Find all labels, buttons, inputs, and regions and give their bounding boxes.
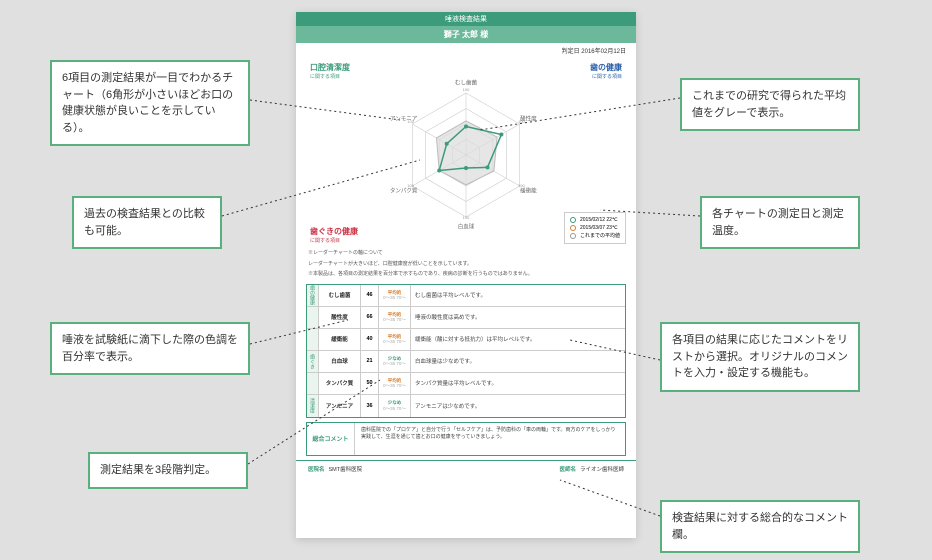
svg-text:100: 100: [463, 87, 470, 92]
overall-text: 歯科医院での「プロケア」と自分で行う「セルフケア」は、予防歯科の「車の両輪」です…: [355, 423, 625, 455]
result-category: [307, 373, 319, 394]
overall-comment-box: 総合コメント 歯科医院での「プロケア」と自分で行う「セルフケア」は、予防歯科の「…: [306, 422, 626, 456]
result-row: 清潔度アンモニア36少なめ0～35 70～アンモニアは少なめです。: [307, 395, 625, 417]
result-level: 平均的0～35 70～: [379, 373, 411, 394]
result-value: 40: [361, 329, 379, 350]
section-sub: に関する項目: [310, 237, 358, 244]
radar-chart-area: 口腔清潔度 に関する項目 歯の健康 に関する項目 歯ぐきの健康 に関する項目 む…: [296, 58, 636, 248]
results-table: 歯の健康むし歯菌46平均的0～35 70～むし歯菌は平均レベルです。酸性度66平…: [306, 284, 626, 418]
legend-row: これまでの平均値: [570, 232, 620, 240]
callout-percent: 唾液を試験紙に滴下した際の色調を百分率で表示。: [50, 322, 250, 375]
svg-text:100: 100: [407, 119, 414, 124]
callout-date-temp: 各チャートの測定日と測定温度。: [700, 196, 860, 249]
section-sub: に関する項目: [310, 73, 350, 80]
result-category: [307, 329, 319, 350]
chart-legend: 2015/02/12 22℃2015/03/07 23℃これまでの平均値: [564, 212, 626, 244]
result-level: 少なめ0～35 70～: [379, 351, 411, 372]
result-row: 歯の健康むし歯菌46平均的0～35 70～むし歯菌は平均レベルです。: [307, 285, 625, 307]
result-comment: むし歯菌は平均レベルです。: [411, 285, 625, 306]
result-name: アンモニア: [319, 395, 361, 417]
section-cleanliness: 口腔清潔度 に関する項目: [310, 62, 350, 80]
result-level: 平均的0～35 70～: [379, 329, 411, 350]
callout-avg-gray: これまでの研究で得られた平均値をグレーで表示。: [680, 78, 860, 131]
result-row: 酸性度66平均的0～35 70～唾液の酸性度は高めです。: [307, 307, 625, 329]
svg-text:100: 100: [407, 183, 414, 188]
result-category: 清潔度: [307, 395, 319, 417]
radar-chart: むし歯菌100酸性度100緩衝能100白血球100タンパク質100アンモニア10…: [376, 73, 556, 233]
result-comment: 唾液の酸性度は高めです。: [411, 307, 625, 328]
svg-text:100: 100: [518, 119, 525, 124]
result-name: 酸性度: [319, 307, 361, 328]
doc-patient-name: 獅子 太郎 様: [296, 26, 636, 43]
result-value: 46: [361, 285, 379, 306]
result-comment: 緩衝能（酸に対する抵抗力）は平均レベルです。: [411, 329, 625, 350]
result-comment: タンパク質量は平均レベルです。: [411, 373, 625, 394]
doc-header: 唾液検査結果: [296, 12, 636, 26]
result-value: 66: [361, 307, 379, 328]
result-category: 歯ぐき: [307, 351, 319, 372]
note-line: ※レーダーチャートの軸について: [296, 248, 636, 259]
result-category: [307, 307, 319, 328]
section-sub: に関する項目: [590, 73, 622, 80]
overall-label: 総合コメント: [307, 423, 355, 455]
result-value: 36: [361, 395, 379, 417]
callout-chart-desc: 6項目の測定結果が一目でわかるチャート（6角形が小さいほどお口の健康状態が良いこ…: [50, 60, 250, 146]
result-value: 50: [361, 373, 379, 394]
svg-text:白血球: 白血球: [458, 222, 475, 230]
result-level: 平均的0～35 70～: [379, 307, 411, 328]
note-line: ※本製品は、各項目の測定結果を百分率で示すものであり、疾病の診断を行うものではあ…: [296, 269, 636, 280]
svg-text:むし歯菌: むし歯菌: [455, 78, 478, 86]
legend-row: 2015/02/12 22℃: [570, 216, 620, 224]
doc-date: 判定日 2016年02月12日: [296, 43, 636, 58]
result-comment: 白血球量は少なめです。: [411, 351, 625, 372]
legend-row: 2015/03/07 23℃: [570, 224, 620, 232]
result-comment: アンモニアは少なめです。: [411, 395, 625, 417]
result-name: むし歯菌: [319, 285, 361, 306]
section-gums: 歯ぐきの健康 に関する項目: [310, 226, 358, 244]
callout-3level: 測定結果を3段階判定。: [88, 452, 248, 489]
result-value: 21: [361, 351, 379, 372]
result-row: 緩衝能40平均的0～35 70～緩衝能（酸に対する抵抗力）は平均レベルです。: [307, 329, 625, 351]
result-name: 緩衝能: [319, 329, 361, 350]
report-document: 唾液検査結果 獅子 太郎 様 判定日 2016年02月12日 口腔清潔度 に関す…: [296, 12, 636, 538]
section-title: 歯の健康: [590, 63, 622, 72]
svg-text:100: 100: [463, 215, 470, 220]
svg-text:100: 100: [518, 183, 525, 188]
callout-comment-list: 各項目の結果に応じたコメントをリストから選択。オリジナルのコメントを入力・設定す…: [660, 322, 860, 392]
section-title: 歯ぐきの健康: [310, 227, 358, 236]
section-title: 口腔清潔度: [310, 63, 350, 72]
note-line: レーダーチャートが大きいほど、口腔健康度が低いことを示しています。: [296, 259, 636, 270]
callout-overall: 検査結果に対する総合的なコメント欄。: [660, 500, 860, 553]
clinic: 医院名SMT歯科医院: [308, 465, 362, 473]
result-level: 少なめ0～35 70～: [379, 395, 411, 417]
result-level: 平均的0～35 70～: [379, 285, 411, 306]
section-teeth: 歯の健康 に関する項目: [590, 62, 622, 80]
result-name: 白血球: [319, 351, 361, 372]
callout-history: 過去の検査結果との比較も可能。: [72, 196, 222, 249]
result-row: タンパク質50平均的0～35 70～タンパク質量は平均レベルです。: [307, 373, 625, 395]
result-row: 歯ぐき白血球21少なめ0～35 70～白血球量は少なめです。: [307, 351, 625, 373]
doctor: 医師名ライオン歯科医師: [559, 465, 624, 473]
result-name: タンパク質: [319, 373, 361, 394]
doc-footer: 医院名SMT歯科医院 医師名ライオン歯科医師: [296, 460, 636, 477]
result-category: 歯の健康: [307, 285, 319, 306]
